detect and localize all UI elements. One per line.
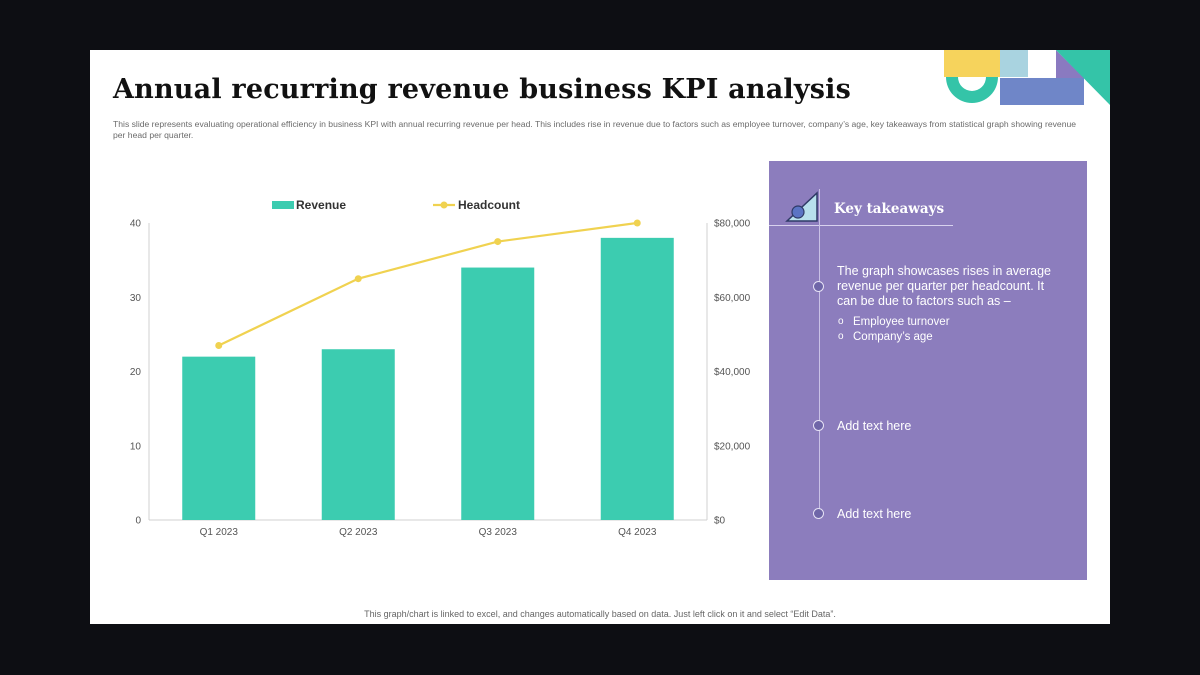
deco-yellow-block bbox=[944, 50, 1000, 77]
headcount-point bbox=[354, 275, 362, 283]
y-left-tick-label: 40 bbox=[130, 219, 142, 230]
timeline-dot-2 bbox=[813, 420, 824, 431]
takeaway-subitem: Employee turnover bbox=[837, 314, 1053, 330]
revenue-bar bbox=[321, 349, 395, 520]
y-right-tick-label: $0 bbox=[714, 516, 726, 527]
revenue-bar bbox=[461, 267, 535, 520]
slide: Annual recurring revenue business KPI an… bbox=[90, 50, 1110, 624]
y-left-tick-label: 0 bbox=[135, 516, 141, 527]
headcount-line bbox=[218, 221, 638, 347]
x-tick-label: Q4 2023 bbox=[618, 527, 657, 538]
revenue-bar bbox=[182, 356, 256, 520]
key-takeaways-title: Key takeaways bbox=[834, 201, 945, 217]
y-right-tick-label: $60,000 bbox=[714, 293, 750, 304]
deco-lightblue-block bbox=[1000, 50, 1028, 77]
slide-title: Annual recurring revenue business KPI an… bbox=[113, 74, 851, 105]
timeline-dot-1 bbox=[813, 281, 824, 292]
takeaway-subitem: Company’s age bbox=[837, 329, 1053, 345]
key-takeaways-panel: Key takeaways The graph showcases rises … bbox=[769, 161, 1087, 580]
deco-teal-corner bbox=[1056, 50, 1110, 105]
y-left-tick-label: 20 bbox=[130, 367, 142, 378]
headcount-point bbox=[633, 219, 641, 227]
headcount-point bbox=[215, 342, 223, 350]
y-right-tick-label: $40,000 bbox=[714, 367, 750, 378]
revenue-bar bbox=[600, 237, 674, 520]
x-tick-label: Q2 2023 bbox=[339, 527, 378, 538]
legend-headcount-marker bbox=[440, 201, 448, 209]
triangle-ruler-icon bbox=[785, 191, 818, 222]
takeaway-item-2: Add text here bbox=[837, 419, 912, 433]
legend-headcount-label: Headcount bbox=[458, 198, 520, 212]
slide-subtitle: This slide represents evaluating operati… bbox=[113, 119, 1077, 140]
footer-note: This graph/chart is linked to excel, and… bbox=[364, 609, 836, 619]
legend-revenue-swatch bbox=[272, 201, 294, 209]
y-left-tick-label: 30 bbox=[130, 293, 142, 304]
y-right-tick-label: $80,000 bbox=[714, 219, 750, 230]
timeline-line bbox=[819, 189, 820, 519]
legend-revenue-label: Revenue bbox=[296, 198, 346, 212]
y-right-tick-label: $20,000 bbox=[714, 441, 750, 452]
deco-teal-arc bbox=[946, 77, 998, 103]
takeaway-item-3: Add text here bbox=[837, 507, 912, 521]
y-left-tick-label: 10 bbox=[130, 441, 142, 452]
takeaway-item-1: The graph showcases rises in average rev… bbox=[837, 264, 1053, 345]
x-tick-label: Q3 2023 bbox=[479, 527, 518, 538]
takeaway-subitems: Employee turnover Company’s age bbox=[837, 314, 1053, 345]
takeaway-text-1: The graph showcases rises in average rev… bbox=[837, 264, 1052, 308]
x-tick-label: Q1 2023 bbox=[200, 527, 239, 538]
deco-blue-block bbox=[1000, 78, 1084, 105]
decorative-shapes bbox=[944, 50, 1110, 105]
combo-chart: 0 10 20 30 40 $0 $20,000 $40,000 $60,000 $80,000 Q… bbox=[130, 198, 750, 538]
timeline-dot-3 bbox=[813, 508, 824, 519]
title-divider bbox=[769, 225, 953, 226]
headcount-point bbox=[494, 238, 502, 246]
